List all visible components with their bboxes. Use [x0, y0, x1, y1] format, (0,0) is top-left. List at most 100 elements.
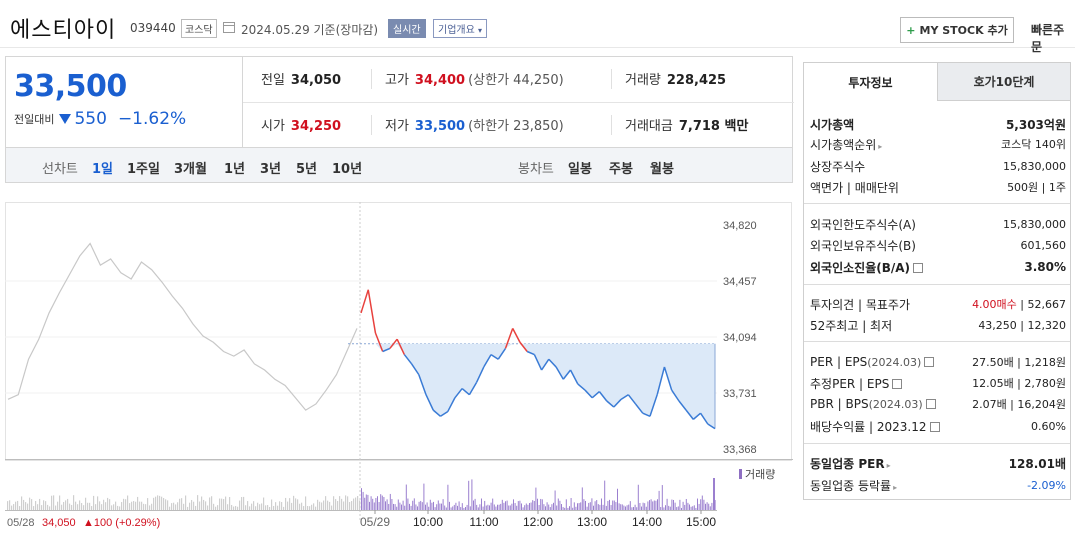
tab-orderbook[interactable]: 호가10단계	[938, 63, 1070, 101]
par-value: 500원 | 1주	[1007, 181, 1066, 194]
base-date: 2024.05.29 기준(장마감)	[241, 23, 379, 37]
volume-bar	[444, 505, 446, 510]
volume-bar	[421, 502, 423, 510]
price-segment	[504, 328, 514, 349]
quick-order-link[interactable]: 빠른주문	[1031, 23, 1065, 54]
volume-bar	[407, 498, 409, 510]
divider	[804, 284, 1070, 285]
volume-bar-prev	[75, 501, 77, 510]
volume-bar	[389, 493, 391, 510]
corp-info-dropdown[interactable]: 기업개요 ▾	[433, 19, 488, 38]
price-segment	[634, 403, 644, 414]
volume-bar	[468, 480, 470, 510]
help-icon[interactable]	[892, 378, 903, 389]
industry-change-row[interactable]: 동일업종 등락률 ▸ -2.09%	[810, 475, 1066, 495]
price-segment	[584, 389, 593, 399]
period-10y[interactable]: 10년	[332, 162, 363, 177]
volume-value: 228,425	[666, 73, 727, 88]
target-price: 52,667	[1027, 298, 1067, 311]
volume-bar-prev	[205, 501, 207, 510]
prev-day-change: ▲100 (+0.29%)	[83, 517, 160, 529]
volume-bar	[546, 502, 548, 510]
period-3m[interactable]: 3개월	[174, 162, 207, 177]
volume-bar	[588, 502, 590, 510]
volume-bar	[661, 485, 663, 510]
volume-bar-prev	[167, 500, 169, 510]
volume-bar-prev	[325, 496, 327, 510]
price-chart[interactable]: 34,820 34,457 34,094 33,731 33,368 거래량 05/29 10…	[5, 192, 793, 545]
price-segment	[440, 411, 449, 417]
pbr-row: PBR | BPS(2024.03) 2.07배 | 16,204원	[810, 394, 1066, 414]
cap-rank-value: 코스닥 140위	[1001, 138, 1066, 151]
volume-bar	[401, 504, 402, 510]
corp-info-label: 기업개요	[438, 25, 475, 36]
volume-bar	[594, 501, 596, 510]
price-segment	[642, 412, 651, 417]
volume-bar	[516, 505, 518, 510]
tab-invest-info[interactable]: 투자정보	[804, 63, 938, 101]
volume-bar	[423, 483, 425, 510]
volume-bar-prev	[225, 496, 227, 510]
volume-bar	[522, 507, 524, 510]
volume-bar-prev	[165, 499, 167, 510]
help-icon[interactable]	[925, 399, 936, 409]
candle-weekly[interactable]: 주봉	[609, 162, 633, 177]
volume-bar	[668, 505, 670, 510]
volume-bar	[372, 498, 374, 510]
price-segment	[418, 374, 427, 395]
volume-bar	[644, 503, 646, 510]
period-1d[interactable]: 1일	[92, 162, 114, 177]
cap-rank-label: 시가총액순위	[810, 137, 877, 152]
volume-bar-prev	[23, 499, 25, 510]
volume-bar-prev	[337, 501, 339, 510]
price-segment	[699, 412, 709, 425]
high-value: 34,400	[414, 73, 466, 88]
price-segment	[497, 347, 507, 360]
volume-bar	[460, 507, 462, 510]
period-3y[interactable]: 3년	[260, 162, 282, 177]
volume-bar	[386, 499, 388, 510]
volume-bar-prev	[65, 500, 67, 510]
cap-rank-row[interactable]: 시가총액순위 ▸ 코스닥 140위	[810, 134, 1066, 154]
candle-daily[interactable]: 일봉	[568, 162, 592, 177]
volume-bar-prev	[99, 501, 101, 510]
volume-bar-prev	[47, 504, 49, 510]
volume-bar	[681, 507, 682, 510]
volume-bar	[361, 488, 362, 510]
period-5y[interactable]: 5년	[296, 162, 318, 177]
help-icon[interactable]	[924, 357, 935, 367]
volume-bar	[445, 507, 447, 510]
candle-monthly[interactable]: 월봉	[650, 162, 674, 177]
volume-bar	[517, 501, 519, 510]
volume-bar-prev	[255, 506, 257, 510]
volume-bar-prev	[223, 499, 225, 510]
volume-bar-prev	[359, 500, 361, 510]
realtime-badge[interactable]: 실시간	[388, 19, 426, 38]
volume-bar	[660, 507, 662, 510]
volume-bar	[527, 504, 529, 510]
industry-per-row[interactable]: 동일업종 PER ▸ 128.01배	[810, 453, 1066, 473]
volume-bar-prev	[237, 506, 239, 510]
volume-bar	[684, 504, 686, 510]
volume-bar	[601, 498, 602, 510]
volume-bar	[665, 505, 666, 510]
upper-limit: (상한가 44,250)	[468, 73, 564, 88]
volume-bar	[405, 484, 407, 510]
industry-per-value: 128.01배	[1008, 456, 1066, 471]
volume-bar-prev	[233, 506, 235, 510]
volume-bar-prev	[117, 505, 119, 510]
help-icon[interactable]	[929, 421, 940, 432]
volume-bar-prev	[109, 499, 111, 510]
volume-bar-prev	[319, 501, 321, 510]
help-icon[interactable]	[913, 262, 924, 273]
volume-bar	[413, 498, 415, 510]
period-1w[interactable]: 1주일	[127, 162, 160, 177]
volume-bar	[469, 506, 471, 510]
period-1y[interactable]: 1년	[224, 162, 246, 177]
volume-bar	[593, 505, 594, 510]
chevron-down-icon: ▾	[478, 26, 483, 35]
add-mystock-button[interactable]: + MY STOCK 추가	[900, 17, 1014, 43]
prev-close-label: 전일	[261, 73, 285, 88]
foreign-hold-value: 601,560	[1020, 238, 1067, 252]
volume-bar-prev	[115, 501, 117, 510]
